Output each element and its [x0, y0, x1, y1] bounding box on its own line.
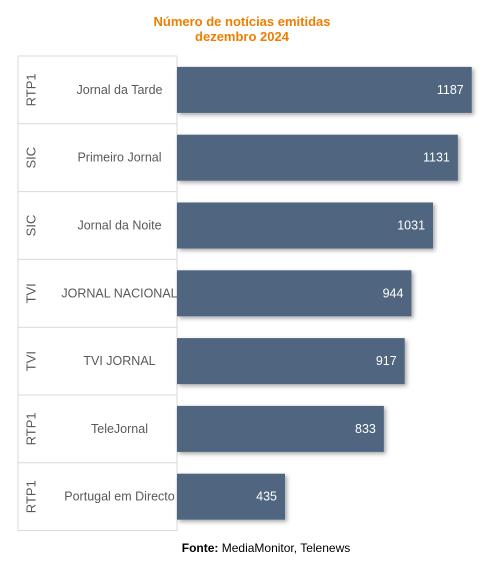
- data-label: 1031: [397, 219, 425, 233]
- chart-subtitle: dezembro 2024: [195, 29, 289, 44]
- bar: [177, 66, 472, 113]
- channel-label: SIC: [24, 215, 39, 237]
- category-tick-label: JORNAL NACIONAL: [61, 286, 177, 300]
- bar: [177, 134, 458, 181]
- data-label: 944: [383, 286, 404, 300]
- chart-title: Número de notícias emitidas: [153, 14, 331, 29]
- source-label: Fonte:: [181, 541, 219, 555]
- data-label: 1187: [437, 83, 464, 97]
- bar: [177, 270, 412, 317]
- category-tick-label: TVI JORNAL: [83, 354, 155, 368]
- channel-label: SIC: [24, 147, 39, 169]
- category-tick-label: Jornal da Tarde: [77, 83, 163, 97]
- category-tick-label: Portugal em Directo: [64, 490, 175, 504]
- source-text: MediaMonitor, Telenews: [221, 541, 351, 555]
- bar: [177, 405, 384, 452]
- bar: [177, 202, 434, 249]
- category-tick-label: TeleJornal: [91, 422, 148, 436]
- channel-label: TVI: [24, 351, 39, 371]
- source-note: Fonte: MediaMonitor, Telenews: [0, 541, 484, 555]
- bar: [177, 473, 286, 520]
- data-label: 917: [376, 354, 397, 368]
- channel-label: RTP1: [24, 412, 39, 445]
- channel-label: TVI: [24, 283, 39, 303]
- channel-label: RTP1: [24, 480, 39, 513]
- data-label: 1131: [423, 151, 450, 165]
- category-tick-label: Jornal da Noite: [77, 219, 161, 233]
- category-tick-label: Primeiro Jornal: [77, 151, 161, 165]
- chart-title-block: Número de notícias emitidas dezembro 202…: [0, 14, 484, 44]
- data-label: 435: [256, 490, 277, 504]
- channel-label: RTP1: [24, 73, 39, 106]
- data-label: 833: [355, 422, 376, 436]
- bar: [177, 338, 405, 385]
